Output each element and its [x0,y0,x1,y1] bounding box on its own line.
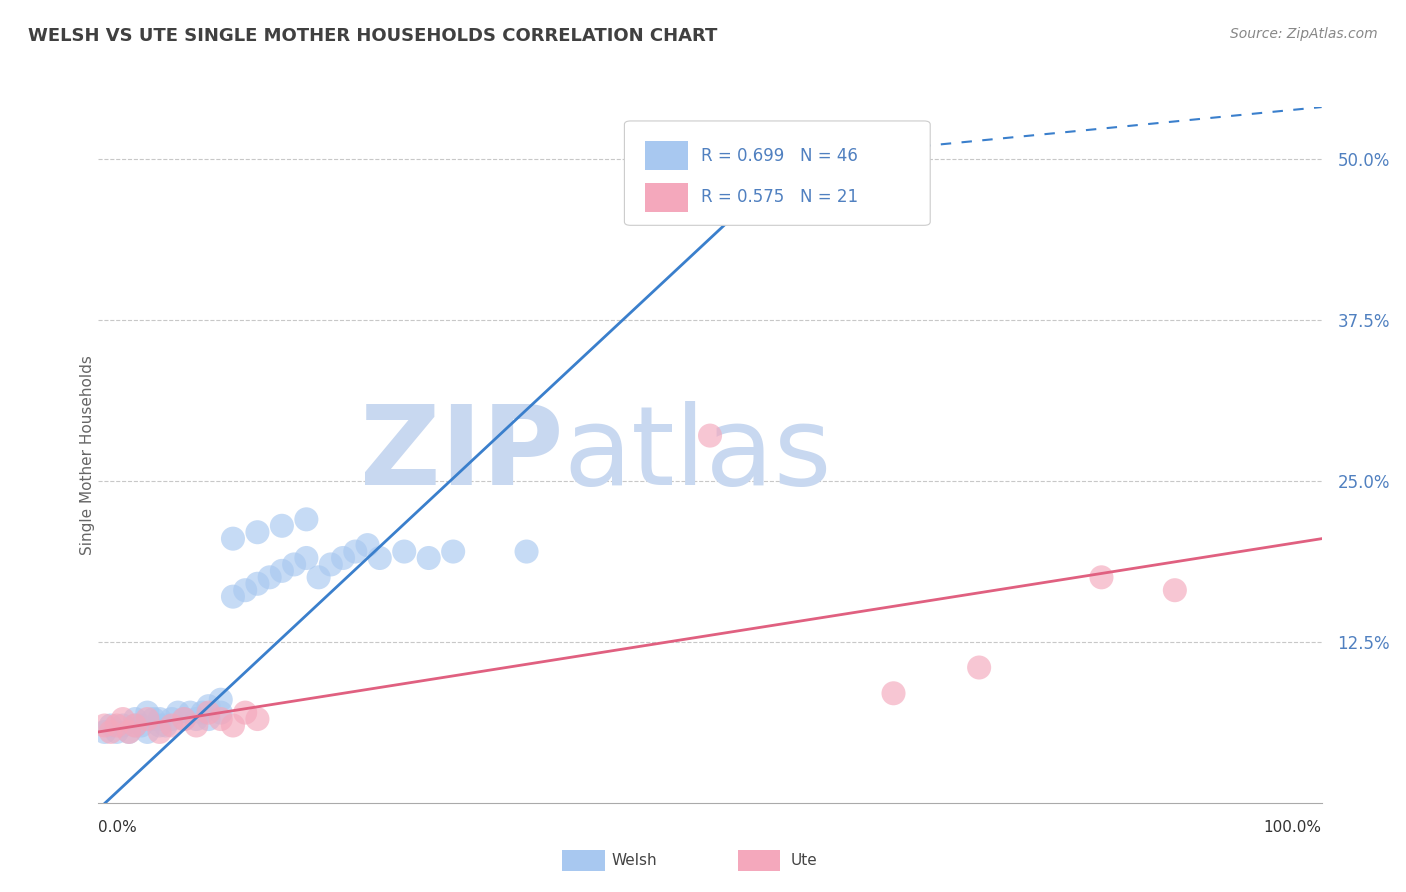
Point [222,590,245,604]
Point [100,725,122,739]
Point [699,428,721,442]
Text: atlas: atlas [564,401,832,508]
Point [259,570,281,584]
Point [356,538,378,552]
Point [209,692,232,706]
Point [233,583,256,598]
Point [246,712,269,726]
Point [319,558,342,572]
Point [136,712,159,726]
Text: R = 0.699   N = 46: R = 0.699 N = 46 [702,147,858,165]
Text: 100.0%: 100.0% [1264,821,1322,835]
Point [197,712,219,726]
Point [155,718,177,732]
Point [368,551,391,566]
Point [179,706,201,720]
Bar [645,141,688,170]
Point [209,706,232,720]
Point [105,725,128,739]
Point [160,718,183,732]
Point [197,699,219,714]
Point [233,706,256,720]
Point [1090,570,1112,584]
Point [136,725,159,739]
Point [222,718,245,732]
Point [441,544,464,558]
Point [785,164,807,178]
Text: ZIP: ZIP [360,401,564,508]
Point [111,712,134,726]
Point [124,718,146,732]
Point [418,551,440,566]
Point [149,725,172,739]
Point [283,558,305,572]
Point [197,706,219,720]
Text: R = 0.575   N = 21: R = 0.575 N = 21 [702,188,859,206]
Point [344,544,367,558]
Point [295,512,318,526]
Text: Welsh: Welsh [612,854,657,868]
Point [246,576,269,591]
Point [149,718,172,732]
Point [149,712,172,726]
Point [167,706,190,720]
Point [186,718,208,732]
Point [124,718,146,732]
Point [209,712,232,726]
Text: WELSH VS UTE SINGLE MOTHER HOUSEHOLDS CORRELATION CHART: WELSH VS UTE SINGLE MOTHER HOUSEHOLDS CO… [28,27,717,45]
Bar [645,183,688,212]
Point [270,518,294,533]
Point [136,706,159,720]
FancyBboxPatch shape [624,121,931,226]
Point [105,718,128,732]
Text: Source: ZipAtlas.com: Source: ZipAtlas.com [1230,27,1378,41]
Point [142,712,165,726]
Point [111,718,134,732]
Y-axis label: Single Mother Households: Single Mother Households [80,355,94,555]
Point [124,712,146,726]
Point [270,564,294,578]
Point [100,718,122,732]
Text: Ute: Ute [790,854,817,868]
Point [222,532,245,546]
Point [246,525,269,540]
Point [191,706,214,720]
Point [186,712,208,726]
Point [118,725,141,739]
Point [332,551,354,566]
Point [295,551,318,566]
Point [392,544,416,558]
Point [883,686,905,700]
Point [308,570,330,584]
Point [93,718,115,732]
Point [160,712,183,726]
Point [93,725,115,739]
Point [515,544,537,558]
Point [967,660,990,674]
Point [173,712,195,726]
Text: 0.0%: 0.0% [98,821,138,835]
Point [118,725,141,739]
Point [173,712,195,726]
Point [129,718,152,732]
Point [1164,583,1187,598]
